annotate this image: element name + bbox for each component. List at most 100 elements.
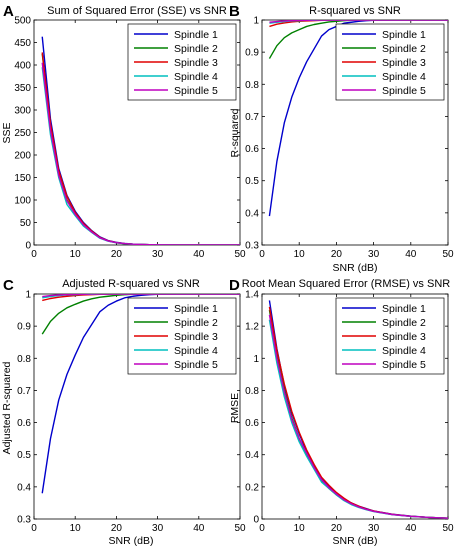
panel-c-series-line-2 [41, 294, 240, 335]
panel-c-ytick-label: 0.9 [17, 322, 31, 333]
panel-d-xtick-label: 10 [294, 523, 306, 534]
panel-b-legend-label-3: Spindle 3 [382, 57, 426, 69]
panel-a-xtick-label: 50 [234, 249, 246, 260]
panel-c-xtick-label: 40 [193, 523, 205, 534]
panel-a-legend-label-3: Spindle 3 [174, 57, 218, 69]
panel-a-legend-label-2: Spindle 2 [174, 43, 218, 55]
panel-a-xtick-label: 40 [193, 249, 205, 260]
panel-c-ytick-label: 0.4 [17, 482, 31, 493]
panel-b-ytick-label: 0.5 [245, 176, 259, 187]
panel-a-xtick-label: 10 [70, 249, 82, 260]
panel-b-legend-label-1: Spindle 1 [382, 29, 426, 41]
panel-d-xtick-label: 40 [405, 523, 417, 534]
panel-d-legend-label-1: Spindle 1 [382, 303, 426, 315]
panel-b-ytick-label: 0.3 [245, 241, 259, 252]
panel-b-legend: Spindle 1 Spindle 2 Spindle 3 Spindle 4 Spin… [335, 23, 445, 101]
panel-c: C Adjusted R-squared vs SNR SNR (dB) Adj… [1, 277, 246, 547]
panel-d-ytick-label: 0.2 [245, 482, 259, 493]
panel-b-xtick-label: 10 [294, 249, 306, 260]
panel-d-title: Root Mean Squared Error (RMSE) vs SNR [242, 278, 451, 290]
panel-b-xtick-label: 0 [259, 249, 265, 260]
panel-b-legend-label-5: Spindle 5 [382, 85, 426, 97]
panel-c-series-line-5 [42, 294, 240, 298]
panel-a-ytick-label: 0 [25, 241, 31, 252]
panel-c-ytick-label: 0.3 [17, 515, 31, 526]
panel-c-legend: Spindle 1 Spindle 2 Spindle 3 Spindle 4 Spin… [127, 297, 237, 375]
panel-b-series-line-5 [269, 20, 448, 23]
panel-d-legend-label-3: Spindle 3 [382, 331, 426, 343]
panel-b-xtick-label: 40 [405, 249, 417, 260]
panel-a-legend-label-4: Spindle 4 [174, 71, 218, 83]
panel-a-legend: Spindle 1 Spindle 2 Spindle 3 Spindle 4 Spin… [127, 23, 237, 101]
panel-a-ytick-label: 450 [14, 38, 31, 49]
panel-b-ytick-label: 0.4 [245, 208, 259, 219]
panel-d-series-group [268, 300, 448, 519]
panel-c-legend-label-4: Spindle 4 [174, 345, 218, 357]
panel-d: D Root Mean Squared Error (RMSE) vs SNR … [229, 277, 454, 547]
panel-b-title: R-squared vs SNR [309, 5, 401, 17]
panel-c-xtick-label: 50 [234, 523, 246, 534]
panel-d-ytick-label: 1.2 [245, 322, 259, 333]
panel-a-ytick-label: 50 [20, 218, 32, 229]
panel-b-ytick-label: 0.7 [245, 112, 259, 123]
panel-a-legend-label-1: Spindle 1 [174, 29, 218, 41]
panel-d-ytick-label: 1 [253, 354, 259, 365]
panel-d-series-line-5 [268, 314, 448, 519]
panel-b-ytick-label: 0.9 [245, 48, 259, 59]
panel-d-ytick-label: 0.8 [245, 386, 259, 397]
panel-a-letter: A [3, 3, 14, 20]
panel-d-ytick-label: 0 [253, 515, 259, 526]
panel-a-ytick-label: 200 [14, 151, 31, 162]
panel-a-xtick-label: 20 [111, 249, 123, 260]
panel-a-series-group [41, 36, 240, 245]
panel-a-ytick-label: 100 [14, 196, 31, 207]
panel-d-legend: Spindle 1 Spindle 2 Spindle 3 Spindle 4 Spin… [335, 297, 445, 375]
panel-a-ylabel: SSE [1, 122, 13, 143]
panel-b: B R-squared vs SNR SNR (dB) R-squared 0 1… [229, 3, 454, 274]
panel-d-ylabel: RMSE [229, 393, 241, 423]
panel-d-legend-label-2: Spindle 2 [382, 317, 426, 329]
panel-c-ytick-label: 0.6 [17, 418, 31, 429]
panel-d-letter: D [229, 277, 240, 294]
panel-b-letter: B [229, 3, 240, 20]
panel-b-ytick-label: 0.8 [245, 80, 259, 91]
panel-a-ytick-label: 150 [14, 173, 31, 184]
panel-a-ytick-label: 500 [14, 16, 31, 27]
panel-d-legend-label-5: Spindle 5 [382, 359, 426, 371]
panel-b-series-line-2 [268, 20, 448, 59]
panel-d-xlabel: SNR (dB) [333, 535, 378, 547]
panel-c-xtick-label: 10 [70, 523, 82, 534]
panel-c-ylabel: Adjusted R-squared [1, 361, 13, 454]
panel-a-ytick-label: 350 [14, 83, 31, 94]
panel-c-ytick-label: 0.8 [17, 354, 31, 365]
panel-b-legend-label-2: Spindle 2 [382, 43, 426, 55]
panel-c-ytick-label: 1 [25, 290, 31, 301]
panel-a-ytick-label: 400 [14, 61, 31, 72]
panel-c-letter: C [3, 277, 14, 294]
panel-d-ytick-label: 0.6 [245, 418, 259, 429]
panel-d-xtick-label: 30 [368, 523, 380, 534]
panel-c-series-line-3 [42, 294, 240, 302]
panel-a-legend-label-5: Spindle 5 [174, 85, 218, 97]
panel-d-ytick-label: 1.4 [245, 290, 259, 301]
panel-c-xlabel: SNR (dB) [109, 535, 154, 547]
panel-c-ytick-label: 0.7 [17, 386, 31, 397]
panel-b-xtick-label: 30 [368, 249, 380, 260]
panel-c-legend-label-1: Spindle 1 [174, 303, 218, 315]
panel-b-ytick-label: 0.6 [245, 144, 259, 155]
panel-c-xtick-label: 30 [152, 523, 164, 534]
panel-c-series-line-1 [41, 294, 240, 494]
panel-b-series-line-3 [269, 20, 448, 28]
panel-d-xtick-label: 50 [442, 523, 454, 534]
panel-b-xtick-label: 50 [442, 249, 454, 260]
panel-c-xtick-label: 20 [111, 523, 123, 534]
panel-a-legend-box [127, 23, 237, 101]
panel-b-xtick-label: 20 [331, 249, 343, 260]
panel-c-series-group [41, 294, 240, 494]
panel-a-ytick-label: 250 [14, 128, 31, 139]
panel-c-legend-label-2: Spindle 2 [174, 317, 218, 329]
panel-d-xtick-label: 20 [331, 523, 343, 534]
panel-c-legend-label-3: Spindle 3 [174, 331, 218, 343]
panel-d-ytick-label: 0.4 [245, 450, 259, 461]
